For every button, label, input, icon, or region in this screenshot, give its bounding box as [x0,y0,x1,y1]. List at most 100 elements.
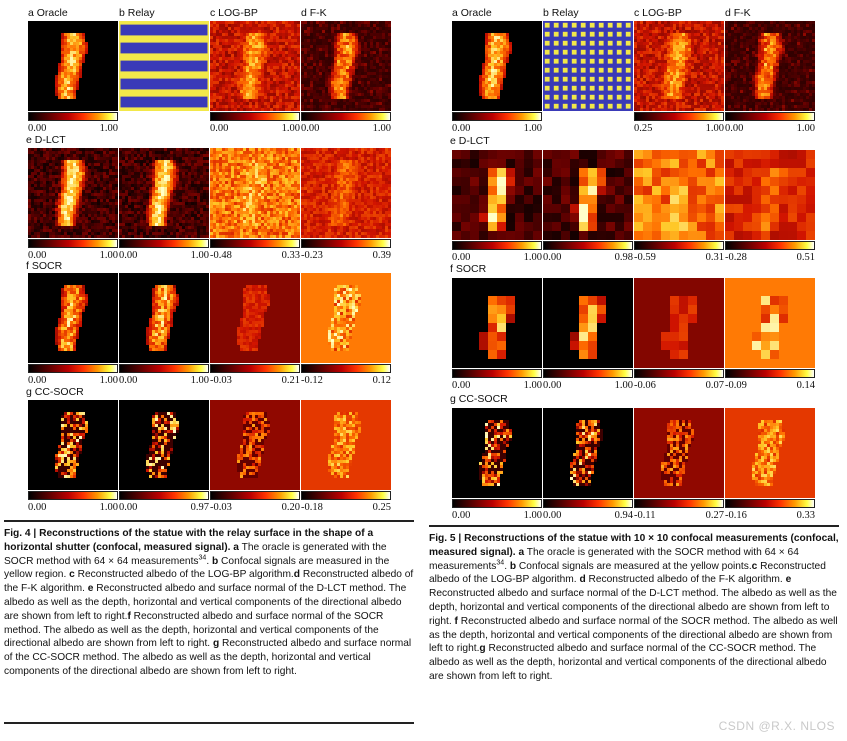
colorbar-max: 0.25 [373,502,391,513]
caption-rule [4,520,414,522]
panel-label-a: a Oracle [452,7,492,19]
colorbar-min: 0.00 [452,510,470,521]
image-r3-c1 [452,278,542,368]
colorbar [543,369,633,378]
image-r3-c1 [28,273,118,363]
colorbar-min: 0.00 [543,510,561,521]
caption-a-label: a [518,547,524,558]
caption-d-label: d [579,574,585,585]
colorbar-min: -0.03 [210,502,232,513]
caption-a-label: a [233,542,239,553]
colorbar-max: 0.94 [615,510,633,521]
image-r1-c3 [210,21,300,111]
colorbar-min: 0.00 [210,123,228,134]
colorbar-max: 1.00 [191,250,209,261]
colorbar-min: 0.00 [119,250,137,261]
colorbar [452,112,542,121]
image-r4-c1 [452,408,542,498]
caption-b-text: Confocal signals are measured in the yel… [4,556,389,581]
caption-g-label: g [479,643,485,654]
colorbar-min: -0.12 [301,375,323,386]
caption-bold1: Fig. 5 | Reconstructions of the statue w… [429,533,839,558]
figure-4: e D-LCT f SOCR g CC-SOCR a Oracle b Relay c L… [0,0,420,741]
colorbar-max: 0.97 [191,502,209,513]
colorbar-max: 1.00 [797,123,815,134]
image-r3-c4 [725,278,815,368]
image-r1-c1 [28,21,118,111]
caption-g-label: g [213,638,219,649]
image-r4-c2 [543,408,633,498]
colorbar-min: 0.00 [28,502,46,513]
colorbar-min: 0.00 [543,252,561,263]
caption-e-label: e [88,583,94,594]
colorbar-max: 0.21 [282,375,300,386]
colorbar-max: 0.33 [797,510,815,521]
colorbar [119,491,209,500]
panel-label-d: d F-K [725,7,751,19]
image-r2-c2 [119,148,209,238]
image-r3-c4 [301,273,391,363]
colorbar-max: 1.00 [100,375,118,386]
colorbar [210,364,300,373]
caption-f-text: Reconstructed albedo and surface normal … [4,611,383,650]
colorbar [28,239,118,248]
colorbar-min: -0.06 [634,380,656,391]
colorbar [28,491,118,500]
colorbar-min: 0.00 [452,380,470,391]
colorbar [725,112,815,121]
colorbar-max: 0.98 [615,252,633,263]
colorbar [301,239,391,248]
row-label-g: g CC-SOCR [26,386,84,398]
image-r4-c4 [301,400,391,490]
colorbar-min: 0.00 [119,375,137,386]
image-r3-c2 [119,273,209,363]
caption-a-text: The oracle is generated with the SOCR me… [4,542,387,567]
image-r3-c2 [543,278,633,368]
row-label-f: f SOCR [26,260,62,272]
caption-f-text: Reconstructed albedo and surface normal … [429,616,838,655]
colorbar [634,499,724,508]
colorbar-min: 0.00 [28,123,46,134]
colorbar-max: 1.00 [615,380,633,391]
colorbar [452,369,542,378]
image-r4-c2 [119,400,209,490]
caption-g-text: Reconstructed albedo and surface normal … [429,643,827,682]
image-r2-c4 [301,148,391,238]
image-r4-c3 [634,408,724,498]
colorbar [543,241,633,250]
caption-b-label: b [510,561,516,572]
colorbar-max: 1.00 [100,123,118,134]
caption-a-text: The oracle is generated with the SOCR me… [429,547,799,572]
image-r2-c2 [543,150,633,240]
colorbar-max: 0.31 [706,252,724,263]
colorbar [725,369,815,378]
colorbar-max: 1.00 [524,252,542,263]
row-label-e: e D-LCT [450,135,490,147]
panel-label-c: c LOG-BP [210,7,258,19]
colorbar-min: 0.25 [634,123,652,134]
caption-f-label: f [454,616,457,627]
colorbar-max: 1.00 [524,123,542,134]
colorbar [119,239,209,248]
panel-label-a: a Oracle [28,7,68,19]
caption-e-label: e [786,574,792,585]
colorbar-max: 0.51 [797,252,815,263]
image-r2-c1 [452,150,542,240]
image-r2-c3 [210,148,300,238]
caption-a-ref: 34 [199,554,207,561]
image-r4-c4 [725,408,815,498]
colorbar [634,112,724,121]
image-r1-c1 [452,21,542,111]
colorbar [725,241,815,250]
colorbar-max: 0.39 [373,250,391,261]
colorbar-min: -0.11 [634,510,655,521]
colorbar-max: 1.00 [191,375,209,386]
caption-d-text: Reconstructed albedo of the F-K algorith… [586,574,786,585]
caption-c-label: c [69,569,75,580]
caption-f-label: f [127,611,130,622]
colorbar-min: -0.18 [301,502,323,513]
colorbar-max: 1.00 [282,123,300,134]
caption-g-text: Reconstructed albedo and surface normal … [4,638,411,677]
colorbar-max: 0.33 [282,250,300,261]
colorbar [452,241,542,250]
